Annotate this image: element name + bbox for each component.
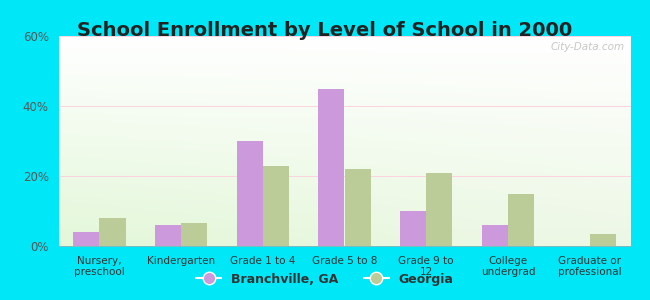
Legend: Branchville, GA, Georgia: Branchville, GA, Georgia xyxy=(192,268,458,291)
Bar xyxy=(344,169,370,246)
Bar xyxy=(590,234,616,246)
Text: City-Data.com: City-Data.com xyxy=(551,42,625,52)
Bar xyxy=(482,225,508,246)
Bar xyxy=(155,225,181,246)
Bar xyxy=(426,172,452,246)
Bar xyxy=(263,166,289,246)
Bar xyxy=(237,141,263,246)
Bar xyxy=(73,232,99,246)
Text: School Enrollment by Level of School in 2000: School Enrollment by Level of School in … xyxy=(77,21,573,40)
Bar xyxy=(508,194,534,246)
Bar xyxy=(181,223,207,246)
Bar xyxy=(99,218,125,246)
Bar xyxy=(400,211,426,246)
Bar xyxy=(318,88,344,246)
